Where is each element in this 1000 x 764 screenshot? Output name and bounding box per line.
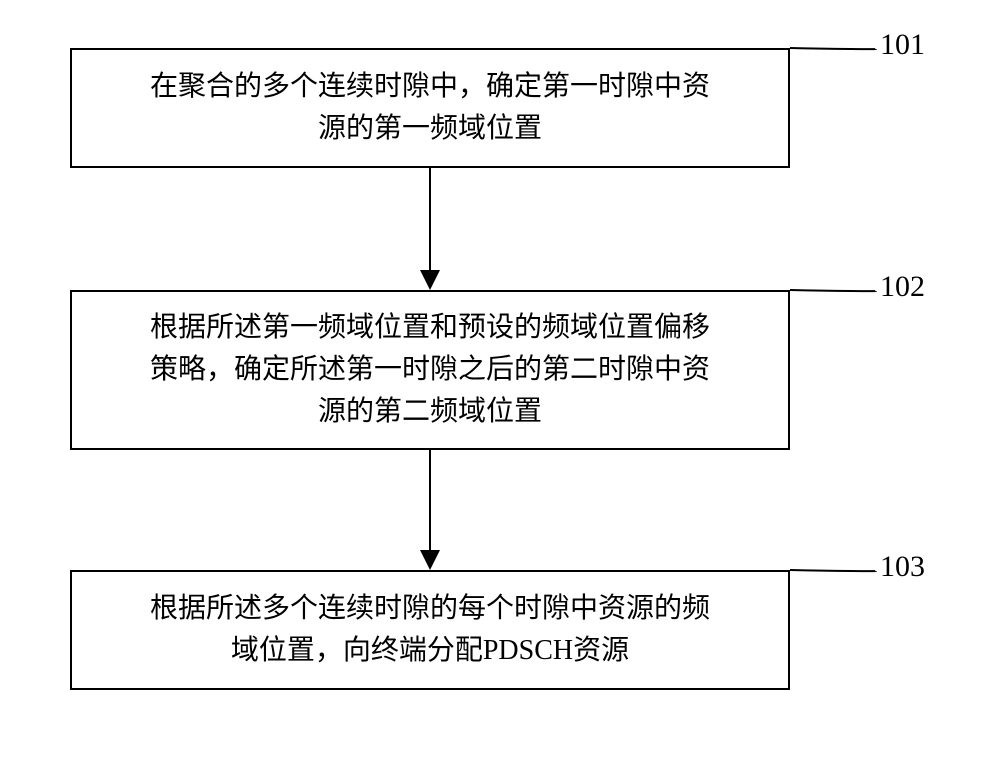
- flowchart-edge: [429, 450, 431, 550]
- flowchart-arrowhead: [420, 550, 440, 570]
- flowchart-step-label: 103: [880, 550, 925, 584]
- flowchart-label-connector: [786, 44, 880, 53]
- flowchart-node: 根据所述多个连续时隙的每个时隙中资源的频 域位置，向终端分配PDSCH资源: [70, 570, 790, 690]
- flowchart-label-connector: [786, 566, 880, 575]
- flowchart-label-connector: [786, 286, 880, 295]
- flowchart-step-label: 101: [880, 28, 925, 62]
- flowchart-node: 在聚合的多个连续时隙中，确定第一时隙中资 源的第一频域位置: [70, 48, 790, 168]
- flowchart-arrowhead: [420, 270, 440, 290]
- flowchart-canvas: 在聚合的多个连续时隙中，确定第一时隙中资 源的第一频域位置 101 根据所述第一频域…: [0, 0, 1000, 764]
- flowchart-edge: [429, 168, 431, 270]
- flowchart-node: 根据所述第一频域位置和预设的频域位置偏移 策略，确定所述第一时隙之后的第二时隙中…: [70, 290, 790, 450]
- flowchart-step-label: 102: [880, 270, 925, 304]
